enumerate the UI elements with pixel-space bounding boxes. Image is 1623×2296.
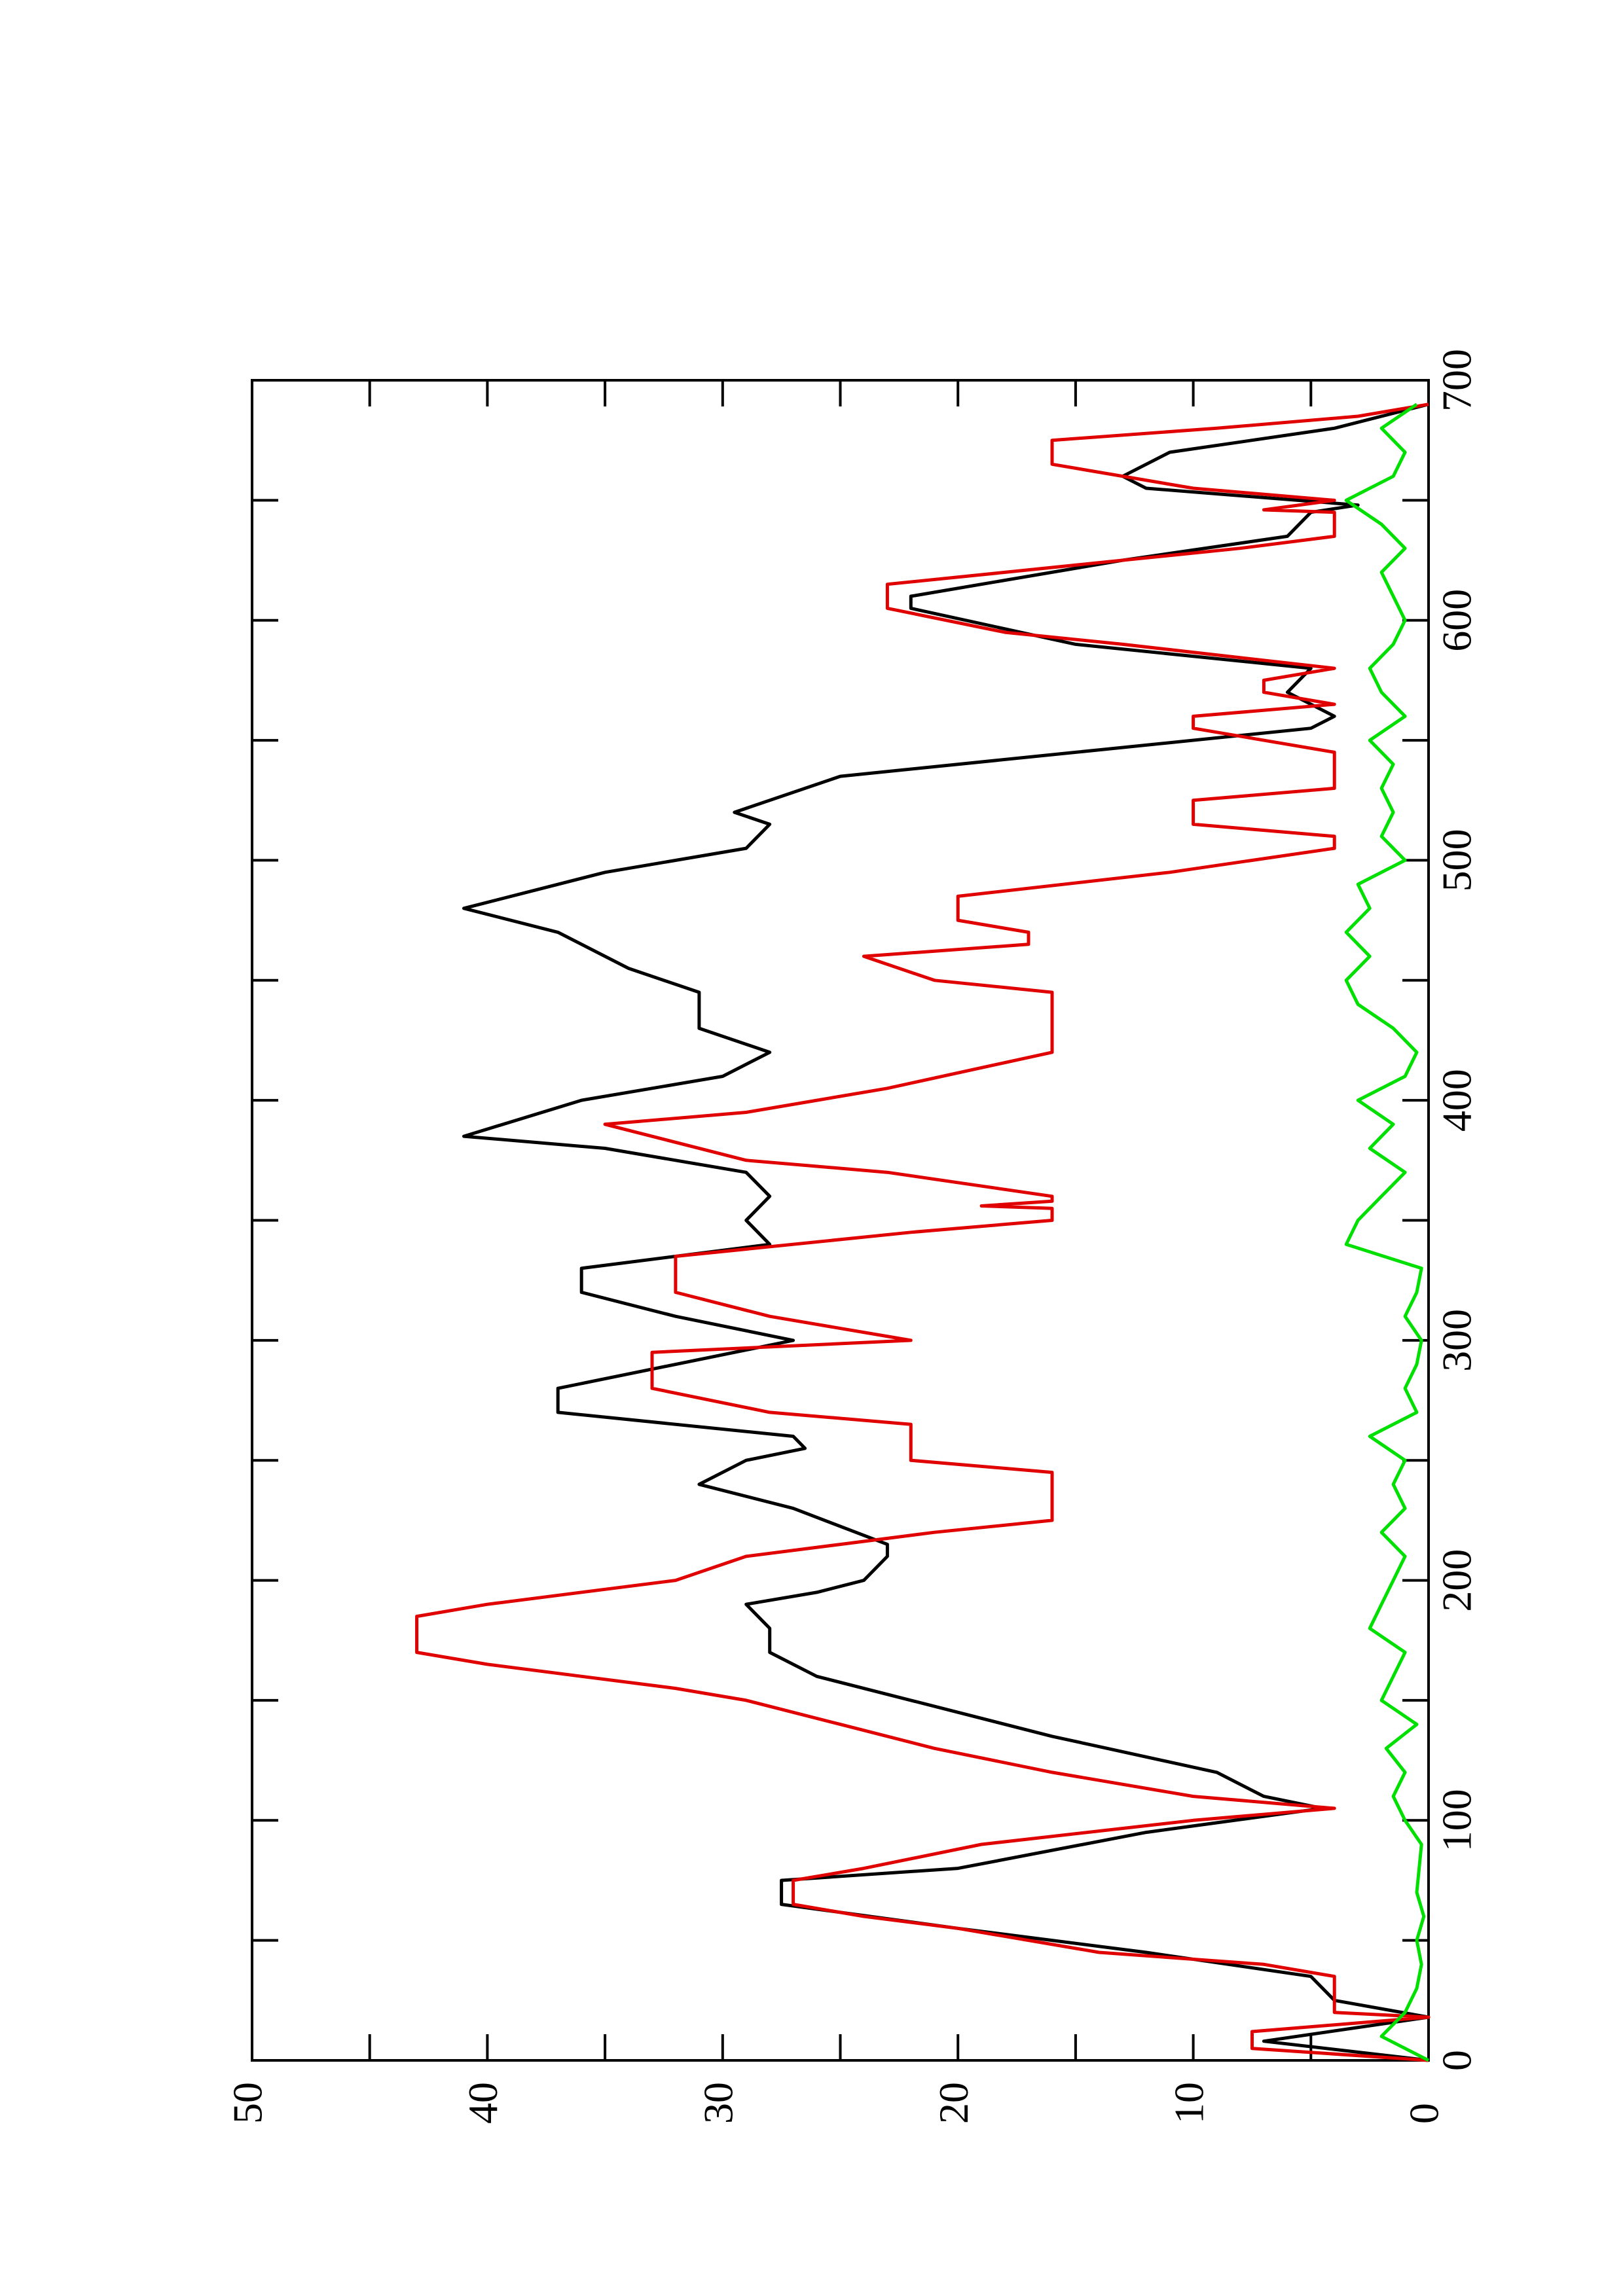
x-tick-label: 600 (1434, 589, 1480, 652)
y-tick-label: 0 (1401, 2103, 1448, 2124)
y-tick-label: 40 (460, 2082, 506, 2124)
x-tick-label: 200 (1434, 1549, 1480, 1612)
x-tick-label: 700 (1434, 349, 1480, 412)
x-tick-label: 300 (1434, 1309, 1480, 1372)
y-tick-label: 30 (695, 2082, 741, 2124)
data-line (462, 403, 1431, 2062)
x-tick-label: 400 (1434, 1069, 1480, 1132)
y-tick-label: 10 (1165, 2082, 1212, 2124)
plot-frame (251, 379, 1430, 2062)
data-line (1344, 403, 1430, 2062)
y-tick-label: 20 (930, 2082, 977, 2124)
x-tick-label: 500 (1434, 829, 1480, 891)
y-tick-label: 50 (225, 2082, 271, 2124)
x-tick-label: 0 (1434, 2050, 1480, 2071)
data-line (415, 403, 1431, 2062)
x-tick-label: 100 (1434, 1789, 1480, 1852)
